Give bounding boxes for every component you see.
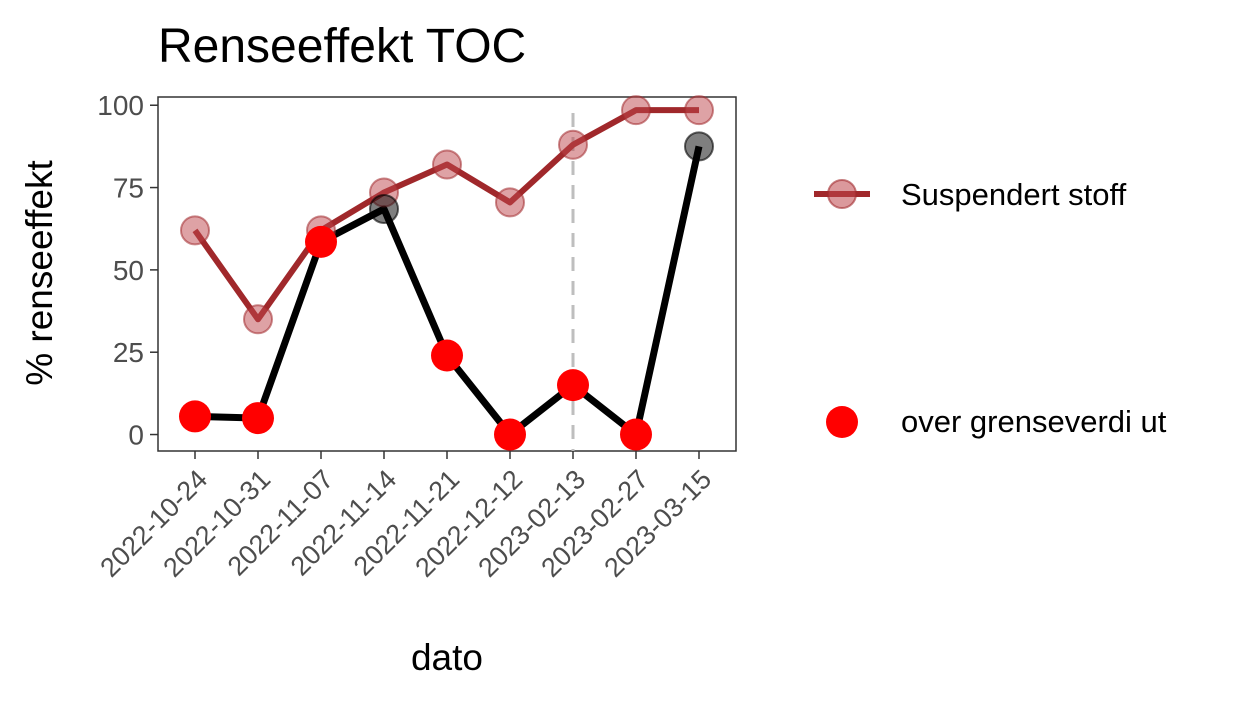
point-over-grenseverdi xyxy=(494,418,526,451)
legend-point-swatch xyxy=(827,179,857,209)
y-tick-label: 50 xyxy=(113,255,144,286)
point-over-grenseverdi xyxy=(431,339,463,372)
x-axis-label: dato xyxy=(411,637,483,678)
point-suspendert-stoff xyxy=(621,95,651,126)
point-over-grenseverdi xyxy=(242,402,274,435)
point-over-grenseverdi xyxy=(620,418,652,451)
chart-title: Renseeffekt TOC xyxy=(158,20,526,73)
legend-item-suspendert-stoff: Suspendert stoff xyxy=(814,177,1127,212)
y-tick-label: 75 xyxy=(113,173,144,204)
point-suspendert-stoff xyxy=(558,129,588,160)
point-black-series xyxy=(684,131,714,162)
point-over-grenseverdi xyxy=(179,400,211,433)
legend: Suspendert stoff over grenseverdi ut xyxy=(814,177,1167,439)
series-line-black xyxy=(194,145,703,439)
point-suspendert-stoff xyxy=(243,304,273,335)
legend-highlight-swatch xyxy=(826,406,858,438)
y-tick-label: 100 xyxy=(97,90,144,121)
y-tick-label: 0 xyxy=(128,420,144,451)
legend-item-over-grenseverdi: over grenseverdi ut xyxy=(826,404,1167,439)
point-suspendert-stoff xyxy=(180,215,210,246)
point-suspendert-stoff xyxy=(684,95,714,126)
legend-label-over-grenseverdi: over grenseverdi ut xyxy=(901,404,1167,439)
y-axis-label: % renseeffekt xyxy=(19,160,60,386)
point-black-series xyxy=(369,193,399,224)
series-line-suspendert-stoff xyxy=(192,107,699,323)
point-over-grenseverdi xyxy=(305,225,337,258)
point-suspendert-stoff xyxy=(432,149,462,180)
legend-label-suspendert-stoff: Suspendert stoff xyxy=(901,177,1127,212)
point-over-grenseverdi xyxy=(557,369,589,402)
y-tick-label: 25 xyxy=(113,337,144,368)
plot-area: 02550751002022-10-242022-10-312022-11-07… xyxy=(94,90,737,583)
point-suspendert-stoff xyxy=(495,187,525,218)
